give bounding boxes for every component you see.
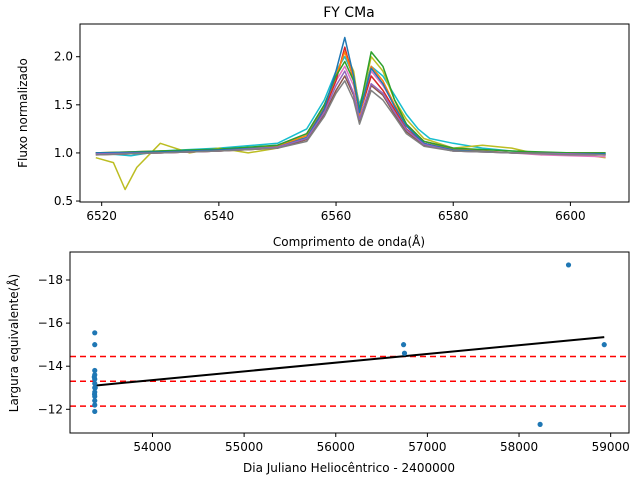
- spectrum-panel: FY CMa 6520 6540 6560 6580 6600 0.5 1.0 1.5 2.0…: [16, 5, 630, 249]
- data-point-15: [91, 391, 98, 397]
- data-point-6: [92, 380, 98, 387]
- x-tick-label: 6520: [86, 209, 117, 223]
- y-axis-ticks: 0.5 1.0 1.5 2.0: [54, 50, 80, 208]
- plot-frame: [79, 23, 630, 203]
- data-point-10: [92, 398, 98, 404]
- data-point-14: [92, 385, 98, 391]
- y-tick-label: −14: [38, 359, 63, 373]
- data-point-20: [601, 342, 607, 348]
- y-tick-label: 1.5: [54, 98, 73, 112]
- spectrum-line-7: [95, 36, 606, 155]
- x-axis-ticks: 6520 6540 6560 6580 6600: [86, 202, 586, 223]
- y-axis-label: Largura equivalente(Å): [6, 274, 21, 412]
- spectrum-line-5: [95, 51, 606, 156]
- y-tick-label: −18: [38, 273, 63, 287]
- y-tick-label: 2.0: [54, 50, 73, 64]
- data-point-13: [91, 374, 97, 380]
- x-tick-label: 6560: [321, 209, 352, 223]
- plot-frame: [69, 251, 630, 434]
- data-point-18: [537, 421, 543, 427]
- y-tick-label: −12: [38, 402, 63, 416]
- x-tick-label: 59000: [592, 440, 630, 454]
- y-tick-label: 0.5: [54, 194, 73, 208]
- x-tick-label: 54000: [133, 440, 171, 454]
- y-tick-label: −16: [38, 316, 63, 330]
- data-point-1: [92, 330, 98, 336]
- chart-title: FY CMa: [323, 5, 375, 21]
- x-tick-label: 6600: [555, 209, 586, 223]
- data-point-11: [92, 402, 98, 408]
- reference-lines-group: [70, 355, 629, 407]
- x-axis-label: Comprimento de onda(Å): [273, 234, 425, 249]
- fit-line-group: [94, 336, 605, 387]
- spectrum-line-3: [95, 65, 606, 158]
- data-point-3: [92, 367, 98, 374]
- data-point-12: [92, 408, 98, 415]
- x-axis-ticks: 54000 55000 56000 57000 58000 59000: [133, 433, 630, 454]
- equivalent-width-panel: 54000 55000 56000 57000 58000 59000 −12 −14 −16…: [6, 251, 630, 475]
- y-axis-label: Fluxo normalizado: [16, 58, 30, 168]
- spectrum-line-9: [95, 70, 606, 156]
- x-tick-label: 55000: [225, 440, 263, 454]
- y-axis-ticks: −12 −14 −16 −18: [38, 273, 70, 416]
- x-tick-label: 56000: [317, 440, 355, 454]
- data-point-19: [565, 262, 572, 268]
- x-axis-label: Dia Juliano Heliocêntrico - 2400000: [243, 461, 455, 475]
- x-tick-label: 6540: [204, 209, 235, 223]
- fit-line: [94, 336, 605, 387]
- y-tick-label: 1.0: [54, 146, 73, 160]
- scatter-points-group: [91, 262, 607, 427]
- x-tick-label: 57000: [408, 440, 446, 454]
- x-tick-label: 58000: [500, 440, 538, 454]
- spectrum-line-10: [95, 80, 606, 156]
- x-tick-label: 6580: [438, 209, 469, 223]
- data-point-2: [92, 342, 98, 348]
- spectrum-series-group: [95, 36, 606, 191]
- data-point-16: [400, 342, 407, 348]
- data-point-17: [401, 350, 408, 356]
